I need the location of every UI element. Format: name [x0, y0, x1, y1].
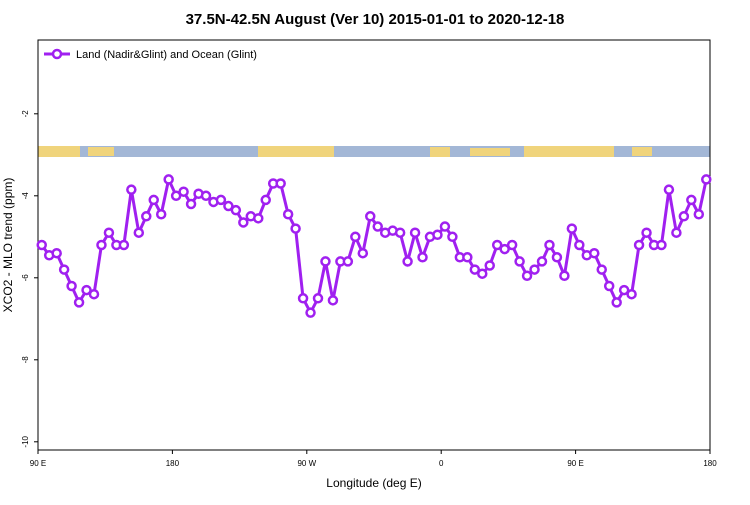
data-point — [260, 194, 271, 206]
data-point — [275, 178, 286, 189]
data-point — [559, 270, 570, 281]
data-point — [603, 280, 615, 292]
data-point — [253, 213, 264, 224]
data-point — [566, 223, 578, 234]
data-point — [544, 239, 555, 251]
data-point — [529, 264, 540, 275]
data-point — [200, 190, 212, 202]
legend-label: Land (Nadir&Glint) and Ocean (Glint) — [76, 49, 257, 61]
plot-frame — [37, 39, 711, 451]
data-point — [230, 204, 242, 216]
y-tick-label: -6 — [21, 274, 30, 282]
chart-title: 37.5N-42.5N August (Ver 10) 2015-01-01 t… — [186, 11, 565, 28]
data-line — [40, 174, 708, 316]
data-point — [215, 194, 227, 206]
data-point — [641, 227, 652, 238]
data-point — [596, 264, 607, 275]
data-point — [469, 264, 481, 275]
data-point — [491, 239, 503, 251]
data-point — [656, 239, 667, 251]
x-axis-label: Longitude (deg E) — [326, 476, 421, 490]
data-point — [589, 247, 600, 259]
data-point — [96, 239, 107, 251]
data-point — [88, 288, 100, 300]
data-point — [312, 293, 324, 304]
map-strip — [38, 146, 710, 157]
data-point — [394, 227, 406, 238]
y-tick-label: -4 — [21, 192, 30, 200]
y-tick-label: -10 — [21, 435, 30, 447]
x-tick-label: 90 E — [30, 459, 46, 468]
data-point — [170, 190, 182, 202]
data-point — [514, 256, 525, 267]
y-tick-label: -8 — [21, 356, 30, 364]
data-point — [462, 252, 473, 263]
data-point — [81, 284, 92, 296]
data-point — [693, 209, 705, 220]
data-point — [148, 194, 159, 206]
data-point — [417, 252, 428, 263]
data-point — [372, 221, 383, 232]
data-point — [365, 211, 376, 222]
data-point — [238, 217, 249, 228]
data-point — [536, 256, 548, 267]
data-point — [126, 184, 137, 195]
data-point — [663, 184, 675, 195]
data-point — [633, 239, 645, 251]
data-point — [477, 268, 488, 279]
data-point — [118, 239, 130, 251]
data-point — [678, 211, 690, 222]
legend: Land (Nadir&Glint) and Ocean (Glint) — [44, 48, 257, 61]
data-point — [701, 174, 712, 185]
data-point — [357, 247, 369, 259]
data-point — [626, 288, 637, 300]
data-point — [133, 227, 145, 238]
data-point — [521, 270, 533, 281]
data-point — [611, 297, 622, 308]
data-point — [506, 239, 518, 251]
legend-marker — [51, 48, 63, 60]
data-point — [297, 293, 309, 304]
data-point — [223, 200, 234, 212]
data-point — [290, 223, 301, 234]
data-point — [73, 297, 85, 308]
data-point — [447, 231, 458, 243]
x-tick-label: 90 E — [567, 459, 583, 468]
x-tick-label: 90 W — [297, 459, 316, 468]
data-point — [618, 284, 630, 296]
data-point — [178, 186, 189, 197]
data-point — [66, 280, 77, 292]
y-tick-label: -2 — [21, 110, 30, 118]
data-point — [141, 211, 152, 222]
y-axis-label: XCO2 - MLO trend (ppm) — [1, 178, 15, 313]
data-point — [155, 209, 167, 220]
data-point — [282, 209, 294, 220]
data-point — [484, 260, 495, 271]
data-point — [350, 231, 361, 243]
data-point — [163, 174, 174, 185]
x-tick-label: 0 — [439, 459, 444, 468]
data-point — [551, 252, 563, 263]
data-point — [409, 227, 421, 238]
data-point — [402, 256, 413, 267]
data-point — [327, 295, 339, 306]
data-point — [305, 307, 316, 318]
data-point — [58, 264, 70, 275]
data-point — [36, 239, 47, 251]
data-point — [671, 227, 682, 238]
data-point — [574, 239, 585, 251]
data-point — [103, 227, 115, 238]
data-point — [51, 247, 62, 259]
data-point — [185, 198, 197, 210]
x-tick-label: 180 — [703, 459, 717, 468]
data-point — [342, 256, 354, 267]
data-point — [439, 221, 451, 232]
data-point — [432, 229, 443, 240]
data-point — [686, 194, 697, 206]
data-point — [499, 243, 510, 255]
x-tick-label: 180 — [166, 459, 180, 468]
data-point — [320, 256, 331, 267]
